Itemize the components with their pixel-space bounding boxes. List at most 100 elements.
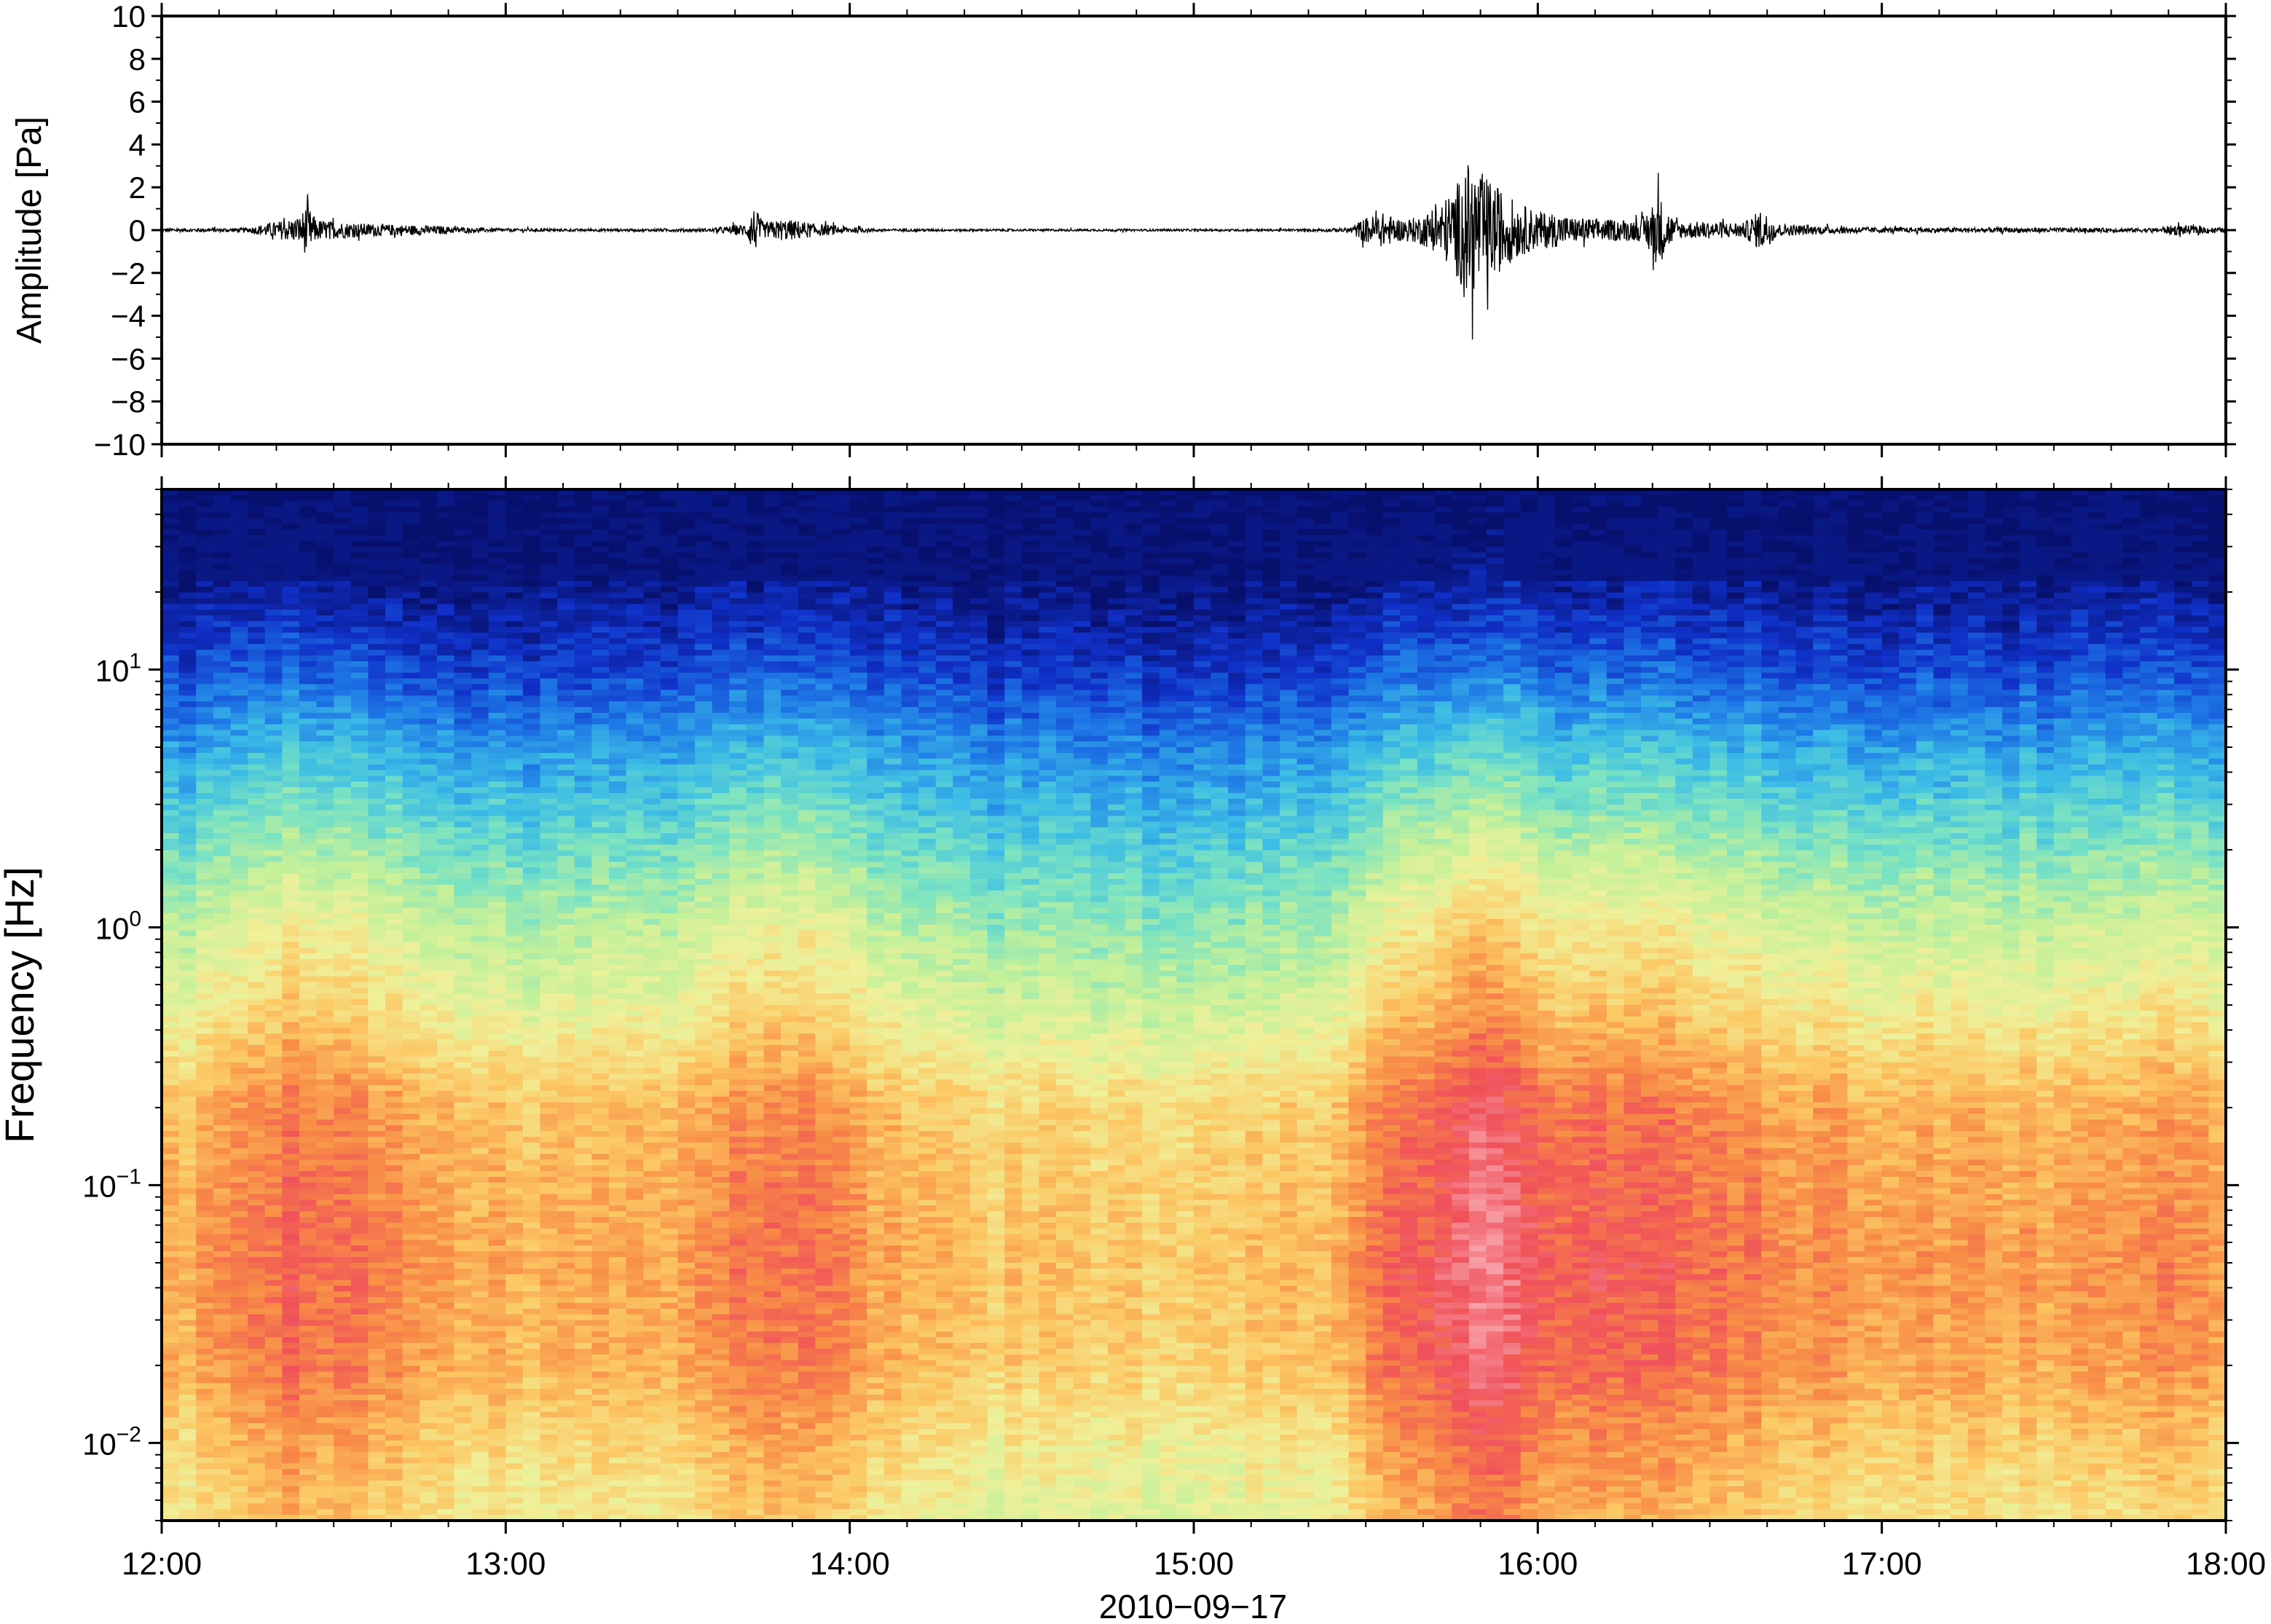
spectrogram-cell <box>471 1486 489 1492</box>
spectrogram-cell <box>557 988 575 993</box>
spectrogram-cell <box>213 1085 231 1091</box>
spectrogram-cell <box>179 730 197 736</box>
spectrogram-cell <box>248 1309 265 1314</box>
spectrogram-cell <box>317 558 334 564</box>
spectrogram-cell <box>523 1091 540 1097</box>
spectrogram-cell <box>403 1452 420 1458</box>
spectrogram-cell <box>454 569 471 575</box>
spectrogram-cell <box>317 907 334 913</box>
spectrogram-cell <box>368 701 385 707</box>
spectrogram-cell <box>591 816 609 821</box>
spectrogram-cell <box>403 627 420 633</box>
spectrogram-cell <box>179 1475 197 1481</box>
spectrogram-cell <box>368 1137 385 1143</box>
spectrogram-cell <box>334 1131 351 1137</box>
spectrogram-cell <box>505 1045 523 1051</box>
spectrogram-cell <box>489 679 506 685</box>
spectrogram-cell <box>282 1131 299 1137</box>
spectrogram-cell <box>575 1263 592 1269</box>
spectrogram-cell <box>454 1269 471 1274</box>
spectrogram-cell <box>196 1303 213 1309</box>
spectrogram-cell <box>213 713 231 719</box>
spectrogram-cell <box>420 1085 437 1091</box>
spectrogram-cell <box>179 1097 197 1103</box>
spectrogram-cell <box>196 971 213 977</box>
spectrogram-cell <box>230 753 248 759</box>
spectrogram-cell <box>454 1463 471 1469</box>
spectrogram-cell <box>317 1486 334 1492</box>
spectrogram-cell <box>420 553 437 559</box>
spectrogram-cell <box>179 1406 197 1412</box>
spectrogram-cell <box>454 1326 471 1332</box>
spectrogram-cell <box>575 1039 592 1045</box>
spectrogram-cell <box>420 1063 437 1068</box>
spectrogram-cell <box>420 1303 437 1309</box>
spectrogram-cell <box>540 1171 558 1177</box>
spectrogram-cell <box>575 1051 592 1057</box>
spectrogram-cell <box>454 1057 471 1063</box>
spectrogram-cell <box>299 1331 317 1337</box>
spectrogram-cell <box>334 1481 351 1486</box>
spectrogram-cell <box>299 913 317 919</box>
spectrogram-cell <box>471 1274 489 1280</box>
spectrogram-cell <box>265 902 283 907</box>
spectrogram-cell <box>403 1017 420 1022</box>
spectrogram-cell <box>540 1033 558 1039</box>
spectrogram-cell <box>420 1039 437 1045</box>
spectrogram-cell <box>385 747 403 753</box>
spectrogram-cell <box>368 1395 385 1400</box>
spectrogram-cell <box>179 1446 197 1452</box>
spectrogram-cell <box>162 512 179 518</box>
spectrogram-cell <box>609 1509 626 1515</box>
spectrogram-cell <box>420 1366 437 1372</box>
spectrogram-cell <box>368 1148 385 1154</box>
spectrogram-cell <box>489 633 506 639</box>
spectrogram-cell <box>213 1028 231 1033</box>
spectrogram-cell <box>282 719 299 725</box>
spectrogram-cell <box>403 931 420 937</box>
spectrogram-cell <box>265 1406 283 1412</box>
spectrogram-cell <box>368 1463 385 1469</box>
spectrogram-cell <box>334 598 351 604</box>
spectrogram-cell <box>489 1349 506 1355</box>
spectrogram-cell <box>591 805 609 811</box>
spectrogram-cell <box>591 501 609 507</box>
spectrogram-cell <box>403 667 420 673</box>
spectrogram-cell <box>299 1383 317 1389</box>
spectrogram-cell <box>265 661 283 667</box>
spectrogram-cell <box>299 736 317 741</box>
spectrogram-cell <box>162 1349 179 1355</box>
spectrogram-cell <box>575 501 592 507</box>
spectrogram-cell <box>557 564 575 569</box>
spectrogram-cell <box>385 1137 403 1143</box>
spectrogram-cell <box>179 1033 197 1039</box>
spectrogram-cell <box>334 765 351 770</box>
spectrogram-cell <box>591 701 609 707</box>
spectrogram-cell <box>179 1486 197 1492</box>
spectrogram-cell <box>609 1148 626 1154</box>
spectrogram-cell <box>437 913 454 919</box>
spectrogram-cell <box>179 581 197 587</box>
spectrogram-cell <box>368 862 385 867</box>
spectrogram-cell <box>230 891 248 896</box>
spectrogram-cell <box>523 1343 540 1349</box>
spectrogram-cell <box>282 1435 299 1440</box>
spectrogram-cell <box>213 1452 231 1458</box>
spectrogram-cell <box>317 593 334 599</box>
spectrogram-cell <box>351 942 369 947</box>
spectrogram-cell <box>282 1125 299 1131</box>
spectrogram-cell <box>471 1509 489 1515</box>
spectrogram-cell <box>403 1125 420 1131</box>
spectrogram-cell <box>385 518 403 524</box>
spectrogram-cell <box>557 1297 575 1303</box>
spectrogram-cell <box>230 1314 248 1320</box>
spectrogram-cell <box>489 1429 506 1435</box>
spectrogram-cell <box>317 1137 334 1143</box>
spectrogram-cell <box>162 690 179 695</box>
spectrogram-cell <box>471 1011 489 1017</box>
spectrogram-cell <box>317 569 334 575</box>
spectrogram-cell <box>523 1017 540 1022</box>
spectrogram-cell <box>437 1177 454 1183</box>
spectrogram-cell <box>471 1389 489 1395</box>
spectrogram-cell <box>420 1131 437 1137</box>
